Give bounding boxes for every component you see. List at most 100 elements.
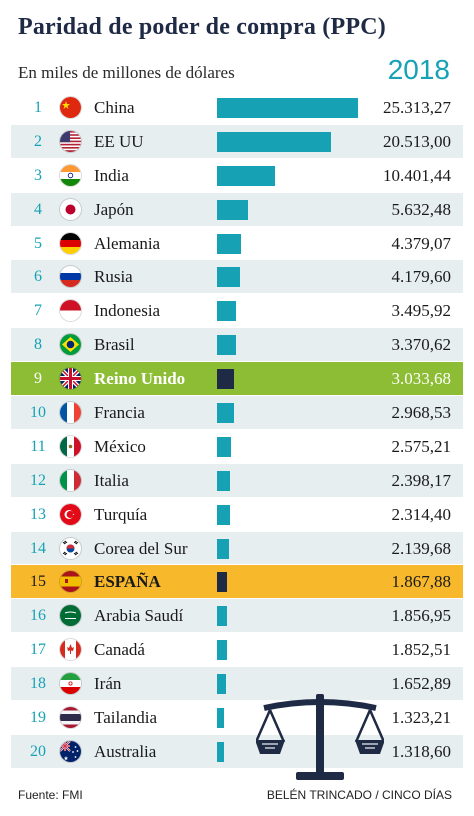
value-label: 2.139,68 — [391, 538, 452, 558]
value-label: 2.968,53 — [391, 403, 452, 423]
iran-flag-icon — [60, 673, 81, 695]
value-bar — [217, 131, 332, 152]
rank-label: 5 — [34, 234, 42, 252]
value-label: 1.852,51 — [391, 640, 452, 660]
value-label: 4.379,07 — [391, 233, 452, 253]
value-label: 1.318,60 — [391, 741, 452, 761]
value-label: 2.575,21 — [391, 436, 452, 456]
rank-label: 14 — [30, 539, 46, 557]
value-label: 1.867,88 — [391, 572, 452, 592]
japan-flag-icon — [60, 198, 81, 220]
rank-label: 1 — [34, 99, 42, 116]
rank-label: 17 — [30, 641, 46, 659]
france-flag-icon — [60, 402, 81, 424]
australia-flag-icon — [60, 740, 81, 762]
country-label: Irán — [94, 674, 122, 694]
uk-flag-icon — [60, 368, 81, 390]
indonesia-flag-icon — [60, 300, 81, 322]
rank-label: 19 — [30, 709, 46, 727]
country-label: Canadá — [94, 640, 145, 660]
value-bar — [217, 165, 275, 186]
india-flag-icon — [60, 164, 81, 186]
country-label: Arabia Saudí — [94, 606, 184, 626]
turkey-flag-icon — [60, 503, 81, 525]
table-row: 14 Corea del Sur 2.139,68 — [11, 531, 463, 566]
table-row: 1 China 25.313,27 — [11, 91, 463, 125]
rank-label: 15 — [30, 573, 46, 591]
table-row: 19 Tailandia 1.323,21 — [11, 701, 463, 735]
ranking-table: 1 China 25.313,27 2 EE UU 20.513,00 3 India 10.4… — [11, 91, 463, 769]
south-korea-flag-icon — [60, 537, 81, 559]
table-row: 17 Canadá 1.852,51 — [11, 633, 463, 668]
value-label: 1.652,89 — [391, 674, 452, 694]
value-bar — [217, 233, 242, 254]
value-bar — [217, 335, 236, 356]
table-row: 4 Japón 5.632,48 — [11, 192, 463, 227]
rank-label: 2 — [34, 132, 42, 150]
chart-subtitle: En miles de millones de dólares — [18, 63, 235, 82]
value-label: 25.313,27 — [383, 98, 451, 117]
value-bar — [217, 436, 232, 457]
chart-title: Paridad de poder de compra (PPC) — [18, 14, 386, 40]
rank-label: 9 — [34, 370, 42, 388]
usa-flag-icon — [60, 130, 81, 152]
value-bar — [217, 640, 228, 661]
value-bar — [217, 708, 225, 729]
germany-flag-icon — [60, 232, 81, 254]
rank-label: 13 — [30, 505, 46, 523]
rank-label: 8 — [34, 336, 42, 354]
rank-label: 12 — [30, 471, 46, 489]
value-bar — [217, 538, 229, 559]
table-row: 2 EE UU 20.513,00 — [11, 124, 463, 159]
mexico-flag-icon — [60, 435, 81, 457]
country-label: Alemania — [94, 233, 161, 253]
country-label: Italia — [94, 470, 129, 490]
value-label: 1.323,21 — [391, 708, 452, 728]
value-bar — [217, 199, 249, 220]
value-bar — [217, 369, 234, 390]
country-label: Indonesia — [94, 301, 161, 321]
table-row: 16 Arabia Saudí 1.856,95 — [11, 599, 463, 634]
table-row: 20 Australia 1.318,60 — [11, 734, 463, 769]
value-bar — [217, 606, 228, 627]
author-credit: BELÉN TRINCADO / CINCO DÍAS — [266, 788, 452, 802]
value-label: 3.370,62 — [391, 335, 452, 355]
value-bar — [217, 504, 230, 525]
rank-label: 16 — [30, 607, 46, 625]
table-row: 15 ESPAÑA 1.867,88 — [11, 565, 463, 600]
table-row: 5 Alemania 4.379,07 — [11, 226, 463, 261]
value-label: 10.401,44 — [383, 165, 451, 185]
value-bar — [217, 470, 231, 491]
value-bar — [217, 267, 241, 288]
year-label: 2018 — [387, 54, 450, 85]
table-row: 13 Turquía 2.314,40 — [11, 497, 463, 532]
value-label: 1.856,95 — [391, 606, 452, 626]
italy-flag-icon — [60, 469, 81, 491]
value-bar — [217, 674, 227, 695]
russia-flag-icon — [60, 266, 81, 288]
table-row: 3 India 10.401,44 — [11, 158, 463, 193]
country-label: EE UU — [94, 131, 144, 151]
country-label: Francia — [94, 403, 145, 423]
country-label: ESPAÑA — [94, 572, 161, 592]
value-label: 3.495,92 — [391, 301, 452, 321]
country-label: Tailandia — [94, 708, 158, 728]
value-label: 3.033,68 — [391, 369, 452, 389]
country-label: Turquía — [94, 504, 148, 524]
country-label: Australia — [94, 741, 157, 761]
country-label: México — [94, 436, 146, 456]
canada-flag-icon — [60, 639, 81, 661]
rank-label: 11 — [30, 437, 46, 455]
value-bar — [217, 403, 234, 424]
source-note: Fuente: FMI — [18, 788, 83, 802]
value-bar — [217, 301, 237, 322]
value-label: 2.314,40 — [391, 504, 452, 524]
country-label: Reino Unido — [94, 369, 186, 389]
table-row: 10 Francia 2.968,53 — [11, 396, 463, 430]
rank-label: 20 — [30, 742, 46, 760]
country-label: Japón — [94, 199, 134, 219]
table-row: 9 Reino Unido 3.033,68 — [11, 362, 463, 397]
china-flag-icon — [60, 97, 81, 118]
country-label: India — [94, 165, 129, 185]
table-row: 8 Brasil 3.370,62 — [11, 328, 463, 363]
